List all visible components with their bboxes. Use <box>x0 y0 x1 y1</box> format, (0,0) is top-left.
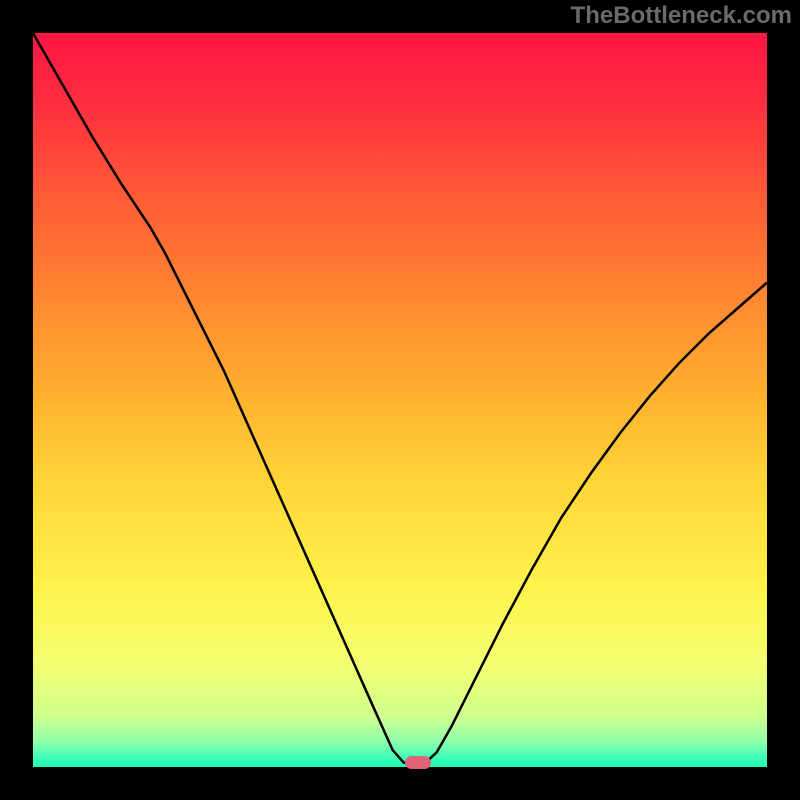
bottleneck-marker <box>405 756 431 769</box>
watermark-text: TheBottleneck.com <box>571 2 792 30</box>
bottleneck-curve <box>33 33 767 767</box>
chart-frame: TheBottleneck.com <box>0 0 800 800</box>
plot-area <box>33 33 767 767</box>
